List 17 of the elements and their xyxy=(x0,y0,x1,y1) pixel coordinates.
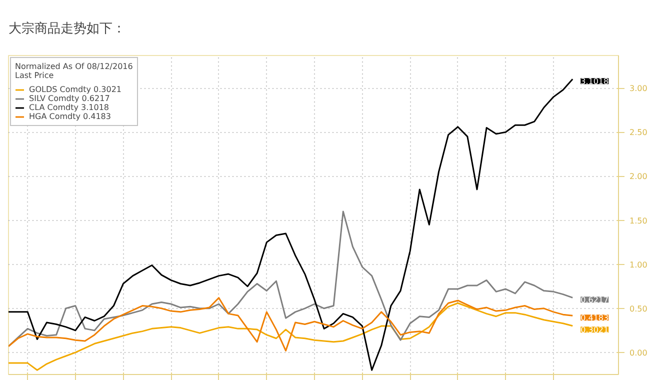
data-label: 0.3021 xyxy=(580,326,609,335)
chart-title: 大宗商品走势如下： xyxy=(8,20,126,36)
legend-label: SILV Comdty 0.6217 xyxy=(29,94,110,103)
text: 3.00 xyxy=(630,84,648,94)
legend-label: GOLDS Comdty 0.3021 xyxy=(29,85,122,94)
text: 1.00 xyxy=(630,260,648,270)
text: 1.50 xyxy=(630,216,648,226)
legend-label: CLA Comdty 3.1018 xyxy=(29,103,109,112)
text: 2.00 xyxy=(630,172,648,182)
text: 2.50 xyxy=(630,128,648,138)
legend-title: Normalized As Of 08/12/2016 Last Price xyxy=(15,62,133,80)
data-label: 3.1018 xyxy=(580,77,609,86)
text: 0.50 xyxy=(630,304,648,314)
data-label: 0.6217 xyxy=(580,296,609,305)
data-label: 0.4183 xyxy=(580,314,609,323)
text: 0.00 xyxy=(630,348,648,358)
legend-label: HGA Comdty 0.4183 xyxy=(29,112,111,121)
